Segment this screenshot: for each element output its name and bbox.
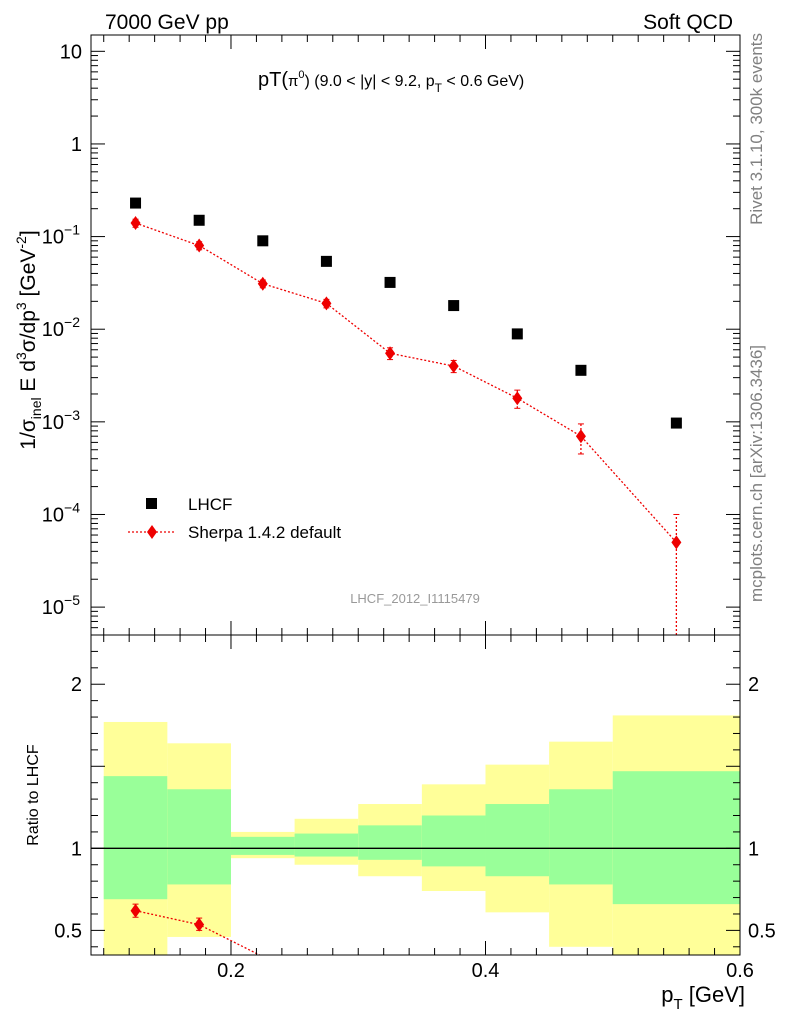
ratio-y-tick-label-left: 0.5 bbox=[54, 920, 82, 942]
lhcf-point bbox=[193, 214, 205, 226]
ratio-point bbox=[194, 917, 205, 932]
sherpa-point bbox=[448, 359, 459, 374]
header-right: Soft QCD bbox=[643, 11, 733, 34]
legend-lhcf-label: LHCF bbox=[188, 495, 232, 514]
ratio-y-tick-label-right: 0.5 bbox=[748, 920, 776, 942]
main-panel: 10 1 10−1 10−2 10−3 10−4 10−5 pT(π0) (9.0 < |y… bbox=[13, 34, 741, 636]
sherpa-point bbox=[671, 535, 682, 550]
sherpa-point bbox=[512, 391, 523, 406]
ratio-band-inner bbox=[612, 771, 740, 905]
ratio-y-tick-label-right: 2 bbox=[748, 674, 759, 696]
ratio-band-inner bbox=[294, 833, 359, 857]
main-y-tick-labels: 10 1 10−1 10−2 10−3 10−4 10−5 bbox=[42, 41, 82, 619]
ratio-x-tick-labels: 0.2 0.4 0.6 bbox=[217, 960, 754, 982]
ratio-band-inner bbox=[167, 789, 231, 885]
lhcf-point bbox=[320, 255, 332, 267]
ratio-y-tick-label-right: 1 bbox=[748, 838, 759, 860]
ratio-band-inner bbox=[485, 804, 550, 877]
title-particle: π bbox=[288, 73, 298, 90]
main-ticks bbox=[91, 35, 741, 635]
title-end: < 0.6 GeV) bbox=[442, 73, 524, 90]
sherpa-point bbox=[321, 296, 332, 311]
x-tick-label: 0.6 bbox=[726, 960, 754, 982]
ratio-band-inner bbox=[230, 836, 295, 855]
watermark: LHCF_2012_I1115479 bbox=[350, 591, 480, 606]
lhcf-point bbox=[257, 235, 269, 247]
header-left: 7000 GeV pp bbox=[105, 11, 229, 34]
sherpa-point bbox=[194, 238, 205, 253]
main-frame bbox=[90, 34, 741, 636]
lhcf-point bbox=[575, 364, 587, 376]
lhcf-point bbox=[511, 328, 523, 340]
x-axis-label: pT [GeV] bbox=[661, 982, 745, 1013]
sherpa-point bbox=[257, 276, 268, 291]
y-tick-label: 10−2 bbox=[42, 314, 80, 341]
y-tick-label: 10 bbox=[60, 41, 82, 63]
x-tick-label: 0.2 bbox=[217, 960, 245, 982]
ratio-y-tick-label-left: 1 bbox=[71, 838, 82, 860]
sherpa-point bbox=[575, 429, 586, 444]
legend-lhcf-marker bbox=[146, 498, 157, 509]
ratio-y-axis-label: Ratio to LHCF bbox=[25, 744, 42, 846]
ratio-y-tick-label-left: 2 bbox=[71, 674, 82, 696]
sherpa-point bbox=[130, 216, 141, 231]
y-tick-label: 10−1 bbox=[42, 222, 80, 249]
lhcf-point bbox=[130, 197, 142, 209]
ratio-point bbox=[130, 903, 141, 918]
x-tick-label: 0.4 bbox=[472, 960, 500, 982]
main-series bbox=[130, 197, 682, 635]
side-text-rivet: Rivet 3.1.10, 300k events bbox=[747, 33, 766, 225]
y-tick-label: 10−5 bbox=[42, 592, 80, 619]
main-y-axis-label: 1/σinel E d3σ/dp3 [GeV-2] bbox=[13, 230, 44, 449]
title-particle-sup: 0 bbox=[298, 69, 304, 81]
y-tick-label: 10−4 bbox=[42, 499, 80, 526]
y-tick-label: 10−3 bbox=[42, 407, 80, 434]
title-prefix: pT( bbox=[258, 69, 288, 91]
legend-mc-label: Sherpa 1.4.2 default bbox=[188, 523, 341, 542]
y-tick-label: 1 bbox=[71, 134, 82, 156]
ratio-y-tick-labels: 0.5 0.5 1 1 2 2 bbox=[54, 674, 776, 942]
ratio-series bbox=[130, 903, 261, 955]
ratio-band-inner bbox=[421, 815, 486, 867]
legend: LHCF Sherpa 1.4.2 default bbox=[128, 495, 341, 542]
side-text-source: mcplots.cern.ch [arXiv:1306.3436] bbox=[747, 345, 766, 602]
ratio-band-inner bbox=[549, 789, 613, 885]
ratio-panel: 0.5 0.5 1 1 2 2 0.2 0.4 0.6 Ratio to LHCF bbox=[25, 634, 776, 982]
ratio-series-group bbox=[130, 903, 261, 955]
ratio-band-inner bbox=[103, 776, 168, 900]
ratio-frame bbox=[90, 634, 741, 956]
legend-mc-marker bbox=[147, 525, 157, 539]
ratio-band-inner bbox=[358, 825, 422, 860]
plot-title: pT(π0) (9.0 < |y| < 9.2, pT < 0.6 GeV) bbox=[258, 69, 524, 95]
title-pt-sub: T bbox=[435, 81, 443, 95]
title-suffix: ) (9.0 < |y| < 9.2, p bbox=[304, 73, 434, 90]
ratio-ticks bbox=[91, 635, 741, 955]
lhcf-point bbox=[448, 300, 460, 312]
ratio-bands bbox=[103, 715, 740, 955]
lhcf-point bbox=[670, 417, 682, 429]
sherpa-point bbox=[385, 346, 396, 361]
lhcf-point bbox=[384, 276, 396, 288]
